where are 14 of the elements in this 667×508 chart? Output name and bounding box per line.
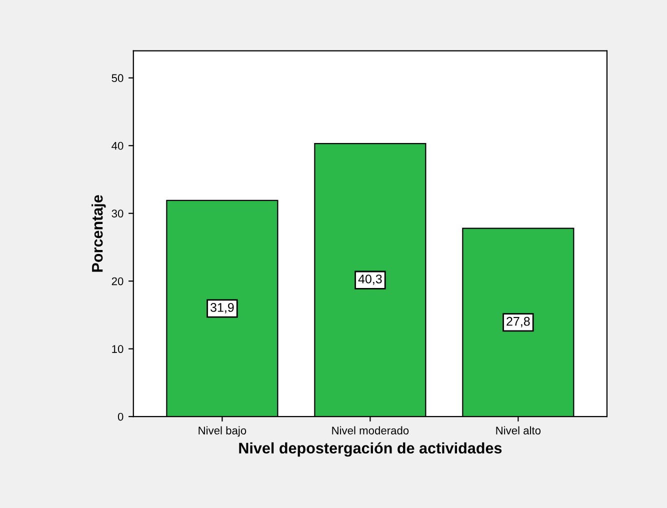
data-label: 27,8 (506, 316, 530, 328)
data-label: 31,9 (210, 303, 234, 314)
y-axis-title: Porcentaje (92, 195, 106, 272)
y-tick-label: 40 (112, 142, 124, 150)
y-tick-label: 0 (118, 412, 124, 421)
y-tick-label: 30 (112, 210, 124, 218)
y-tick-label: 10 (112, 345, 124, 353)
x-tick-label: Nivel bajo (198, 426, 246, 437)
data-label: 40,3 (358, 274, 382, 285)
y-tick-label: 50 (112, 74, 124, 82)
x-tick-label: Nivel moderado (332, 426, 409, 434)
x-tick-label: Nivel alto (496, 426, 541, 434)
y-tick-label: 20 (112, 277, 124, 286)
x-axis-title: Nivel depostergación de actividades (239, 442, 502, 457)
